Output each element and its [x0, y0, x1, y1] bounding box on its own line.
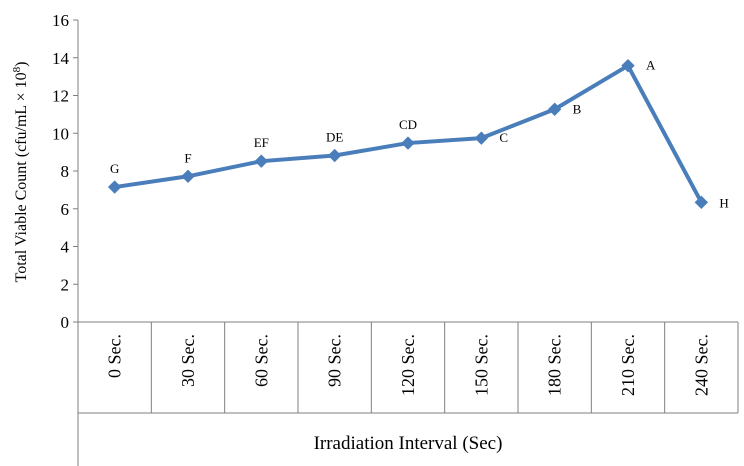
data-point-label: DE	[326, 130, 343, 145]
x-tick-label: 0 Sec.	[105, 334, 125, 378]
x-axis: 0 Sec. 30 Sec. 60 Sec. 90 Sec. 120 Sec. 150 S…	[77, 321, 739, 466]
plot-area: G F EF DE CD C B A H	[107, 58, 729, 210]
x-tick-label: 180 Sec.	[545, 334, 565, 396]
data-point-label: EF	[254, 135, 269, 150]
x-tick-label: 210 Sec.	[618, 334, 638, 396]
data-point-marker	[254, 154, 269, 168]
x-tick-label: 150 Sec.	[471, 334, 491, 396]
data-point-marker	[547, 102, 562, 116]
x-tick-label: 120 Sec.	[398, 334, 418, 396]
y-tick-label: 12	[52, 87, 69, 106]
data-point-marker	[474, 131, 489, 145]
x-tick-label: 90 Sec.	[325, 334, 345, 387]
y-tick-label: 16	[52, 11, 69, 30]
data-point-label: CD	[399, 117, 417, 132]
data-point-marker	[327, 148, 342, 163]
data-point-marker	[694, 195, 709, 210]
y-axis-label: Total Viable Count (cfu/mL × 108)	[11, 62, 30, 283]
x-tick-label: 240 Sec.	[691, 334, 711, 396]
y-tick-label: 14	[52, 49, 70, 68]
data-point-label: G	[110, 161, 119, 176]
data-point-marker	[621, 58, 635, 73]
y-axis: 0 2 4 6 8 10 12 14 16	[52, 11, 79, 332]
y-tick-label: 6	[61, 200, 70, 219]
y-tick-label: 8	[61, 162, 70, 181]
x-tick-label: 30 Sec.	[178, 334, 198, 387]
y-tick-label: 10	[52, 124, 69, 143]
data-point-marker	[401, 136, 415, 150]
y-tick-label: 0	[61, 313, 70, 332]
data-point-label: F	[184, 150, 191, 165]
x-axis-label: Irradiation Interval (Sec)	[314, 433, 503, 454]
y-tick-label: 2	[61, 275, 70, 294]
series-line	[114, 63, 704, 204]
data-point-marker	[181, 169, 195, 183]
data-point-label: C	[499, 130, 508, 145]
data-point-marker	[107, 180, 122, 194]
data-point-label: H	[719, 195, 728, 210]
data-point-label: B	[573, 101, 582, 116]
data-point-label: A	[646, 58, 656, 73]
y-tick-label: 4	[61, 238, 70, 257]
x-tick-label: 60 Sec.	[251, 334, 271, 387]
